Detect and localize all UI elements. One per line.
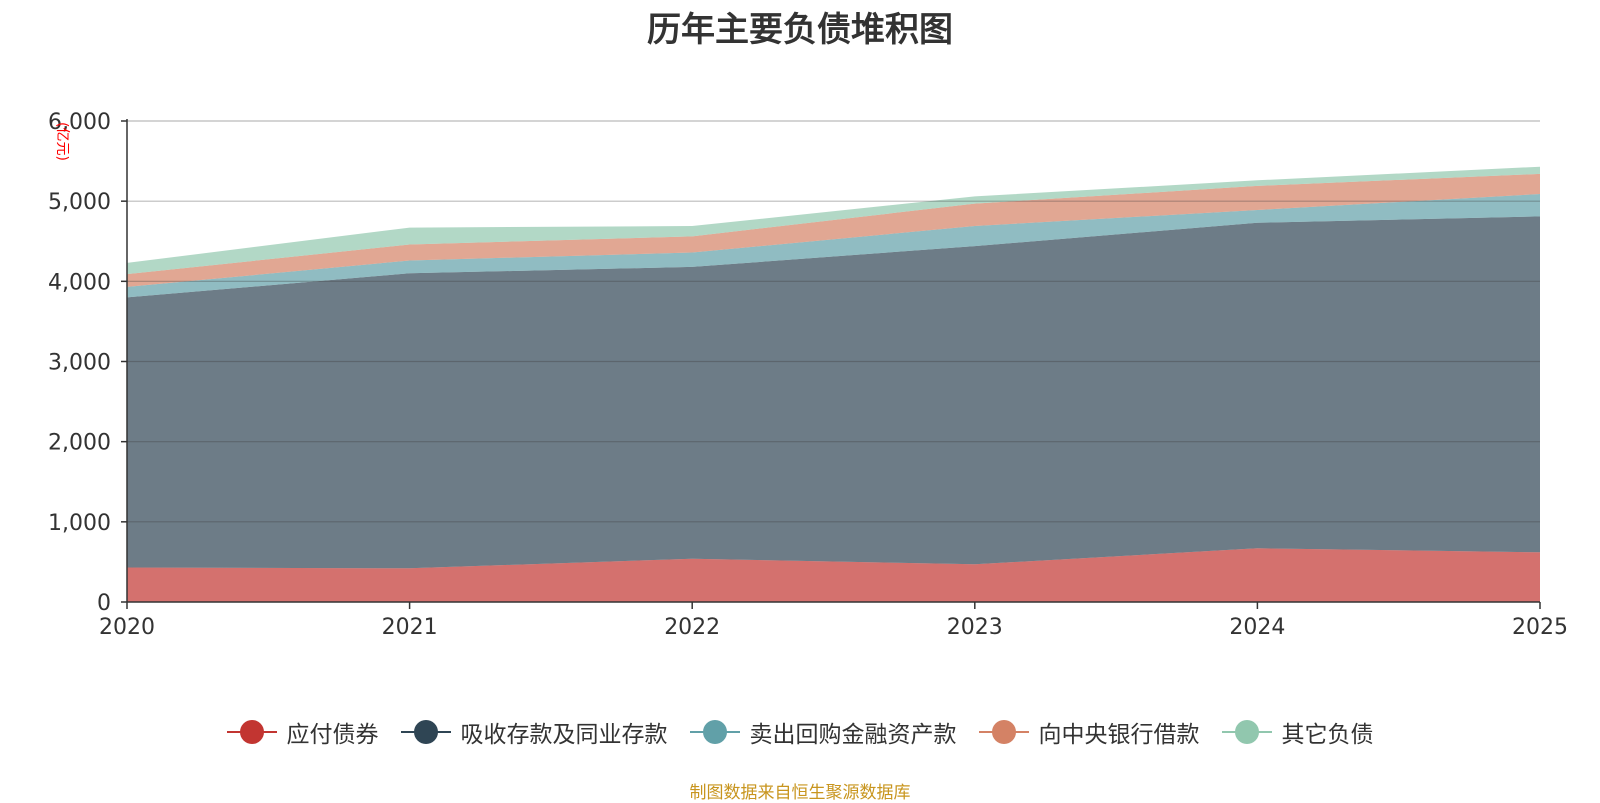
legend-marker-icon [1221, 720, 1272, 744]
y-tick-label-0: 0 [97, 591, 111, 616]
y-axis-unit: (亿元) [54, 122, 70, 161]
chart-title: 历年主要负债堆积图 [647, 10, 953, 50]
x-tick-label-0: 2020 [99, 615, 155, 640]
x-axis-ticks: 2020 2021 2022 2023 2024 2025 [99, 602, 1568, 640]
legend-marker-icon [689, 720, 740, 744]
legend-item-5[interactable]: 其它负债 [1221, 715, 1374, 749]
legend-item-1[interactable]: 应付债券 [226, 715, 379, 749]
legend-item-3[interactable]: 卖出回购金融资产款 [689, 715, 957, 749]
legend: 应付债券 吸收存款及同业存款 卖出回购金融资产款 向中央银行借款 其它负债 [0, 715, 1600, 749]
x-tick-label-2: 2022 [664, 615, 720, 640]
y-axis-ticks: 0 1,000 2,000 3,000 4,000 5,000 6,000 [48, 110, 127, 616]
area-series [127, 166, 1540, 602]
y-tick-label-2: 2,000 [48, 431, 111, 456]
legend-label: 吸收存款及同业存款 [460, 722, 668, 748]
area-5 [127, 166, 1540, 275]
area-1 [127, 548, 1540, 602]
legend-marker-icon [226, 720, 277, 744]
data-source-note: 制图数据来自恒生聚源数据库 [689, 783, 911, 803]
x-tick-label-1: 2021 [382, 615, 438, 640]
area-4 [127, 173, 1540, 287]
legend-item-2[interactable]: 吸收存款及同业存款 [400, 715, 668, 749]
legend-label: 向中央银行借款 [1038, 722, 1200, 748]
legend-item-4[interactable]: 向中央银行借款 [978, 715, 1200, 749]
legend-label: 应付债券 [286, 722, 379, 748]
x-tick-label-4: 2024 [1229, 615, 1285, 640]
legend-label: 卖出回购金融资产款 [749, 722, 957, 748]
area-2 [127, 216, 1540, 569]
y-tick-label-3: 3,000 [48, 351, 111, 376]
legend-label: 其它负债 [1281, 722, 1374, 748]
legend-marker-icon [978, 720, 1029, 744]
gridlines [127, 120, 1540, 523]
legend-marker-icon [400, 720, 451, 744]
y-tick-label-5: 5,000 [48, 190, 111, 215]
y-tick-label-1: 1,000 [48, 511, 111, 536]
area-3 [127, 194, 1540, 298]
x-tick-label-5: 2025 [1512, 615, 1568, 640]
x-tick-label-3: 2023 [947, 615, 1003, 640]
y-tick-label-4: 4,000 [48, 270, 111, 295]
y-tick-label-6: 6,000 [48, 110, 111, 135]
